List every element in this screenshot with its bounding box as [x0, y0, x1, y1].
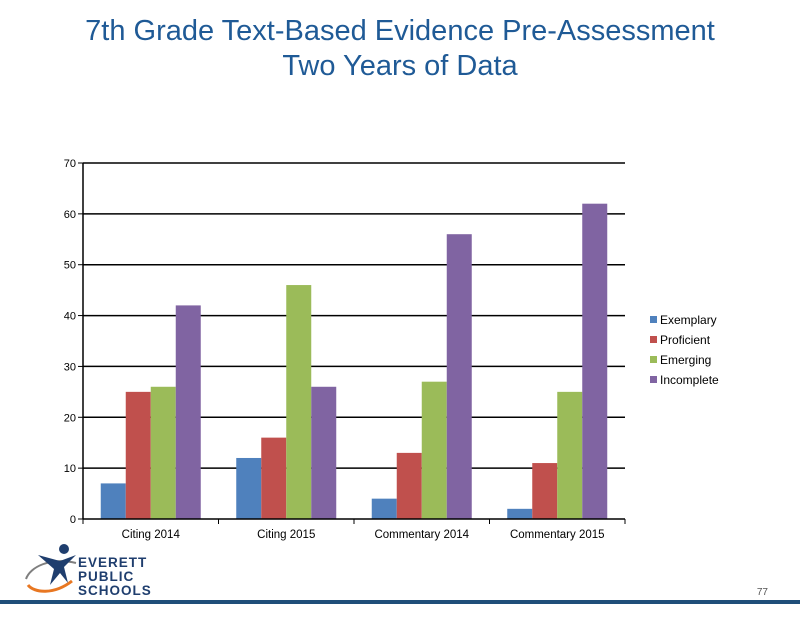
footer-rule — [0, 600, 800, 604]
y-tick-label: 0 — [70, 514, 76, 526]
y-tick-label: 50 — [64, 260, 76, 272]
x-category-label: Commentary 2014 — [374, 529, 469, 541]
bar-incomplete-3 — [446, 234, 472, 519]
title-line-1: 7th Grade Text-Based Evidence Pre-Assess… — [85, 15, 715, 47]
everett-logo-icon — [25, 544, 77, 593]
bar-emerging-3 — [421, 381, 447, 519]
bar-exemplary-1 — [100, 483, 126, 519]
bar-exemplary-3 — [371, 498, 397, 519]
y-tick-label: 60 — [64, 209, 76, 221]
bar-emerging-2 — [286, 285, 312, 519]
legend-swatch-incomplete — [650, 376, 657, 383]
logo-text: EVERETT PUBLIC SCHOOLS — [78, 556, 152, 598]
bar-emerging-4 — [557, 391, 583, 519]
bar-incomplete-1 — [175, 305, 201, 519]
y-tick-label: 10 — [64, 463, 76, 475]
slide-title: 7th Grade Text-Based Evidence Pre-Assess… — [0, 14, 800, 84]
x-category-label: Citing 2015 — [257, 529, 315, 541]
x-category-label: Citing 2014 — [122, 529, 181, 541]
legend-swatch-proficient — [650, 336, 657, 343]
y-tick-label: 70 — [64, 158, 76, 170]
bar-exemplary-2 — [236, 457, 262, 519]
bar-proficient-4 — [532, 463, 558, 519]
legend-swatch-exemplary — [650, 316, 657, 323]
legend-label-exemplary: Exemplary — [660, 313, 717, 327]
legend-swatch-emerging — [650, 356, 657, 363]
bar-emerging-1 — [150, 386, 176, 519]
title-line-2: Two Years of Data — [282, 50, 518, 82]
y-tick-label: 20 — [64, 412, 76, 424]
bar-proficient-3 — [396, 452, 422, 519]
bar-proficient-1 — [125, 391, 151, 519]
legend-label-incomplete: Incomplete — [660, 373, 719, 387]
y-tick-label: 30 — [64, 361, 76, 373]
x-category-label: Commentary 2015 — [510, 529, 605, 541]
legend-label-proficient: Proficient — [660, 333, 711, 347]
page-number: 77 — [756, 587, 768, 598]
y-tick-label: 40 — [64, 311, 76, 323]
bar-exemplary-4 — [507, 508, 533, 519]
logo-line-2: PUBLIC — [78, 569, 135, 584]
logo-line-1: EVERETT — [78, 555, 148, 570]
bar-incomplete-4 — [582, 203, 608, 519]
logo-line-3: SCHOOLS — [78, 583, 152, 598]
bar-proficient-2 — [261, 437, 287, 519]
bar-incomplete-2 — [311, 386, 337, 519]
bar-chart: 0 10 20 30 40 50 60 70 Citing 2014 Citing 2015 Com… — [64, 158, 719, 541]
legend-label-emerging: Emerging — [660, 353, 711, 367]
